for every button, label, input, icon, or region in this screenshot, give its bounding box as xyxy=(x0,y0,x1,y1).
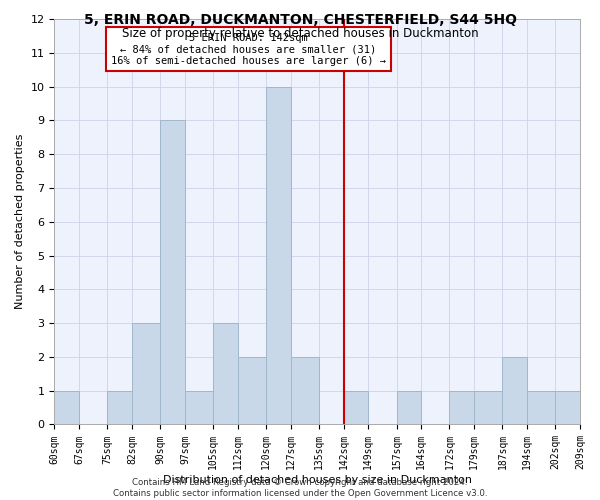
Bar xyxy=(291,357,319,424)
Bar xyxy=(238,357,266,424)
Bar xyxy=(474,390,502,424)
Text: Size of property relative to detached houses in Duckmanton: Size of property relative to detached ho… xyxy=(122,28,478,40)
Bar xyxy=(527,390,556,424)
Bar xyxy=(107,390,132,424)
Bar xyxy=(132,323,160,424)
Bar xyxy=(449,390,474,424)
Bar xyxy=(556,390,580,424)
X-axis label: Distribution of detached houses by size in Duckmanton: Distribution of detached houses by size … xyxy=(163,475,472,485)
Bar xyxy=(344,390,368,424)
Bar xyxy=(185,390,213,424)
Text: 5, ERIN ROAD, DUCKMANTON, CHESTERFIELD, S44 5HQ: 5, ERIN ROAD, DUCKMANTON, CHESTERFIELD, … xyxy=(83,12,517,26)
Bar xyxy=(266,86,291,424)
Bar xyxy=(160,120,185,424)
Text: Contains HM Land Registry data © Crown copyright and database right 2024.
Contai: Contains HM Land Registry data © Crown c… xyxy=(113,478,487,498)
Bar xyxy=(502,357,527,424)
Bar xyxy=(397,390,421,424)
Y-axis label: Number of detached properties: Number of detached properties xyxy=(15,134,25,310)
Bar xyxy=(55,390,79,424)
Bar xyxy=(213,323,238,424)
Text: 5 ERIN ROAD: 142sqm
← 84% of detached houses are smaller (31)
16% of semi-detach: 5 ERIN ROAD: 142sqm ← 84% of detached ho… xyxy=(111,32,386,66)
